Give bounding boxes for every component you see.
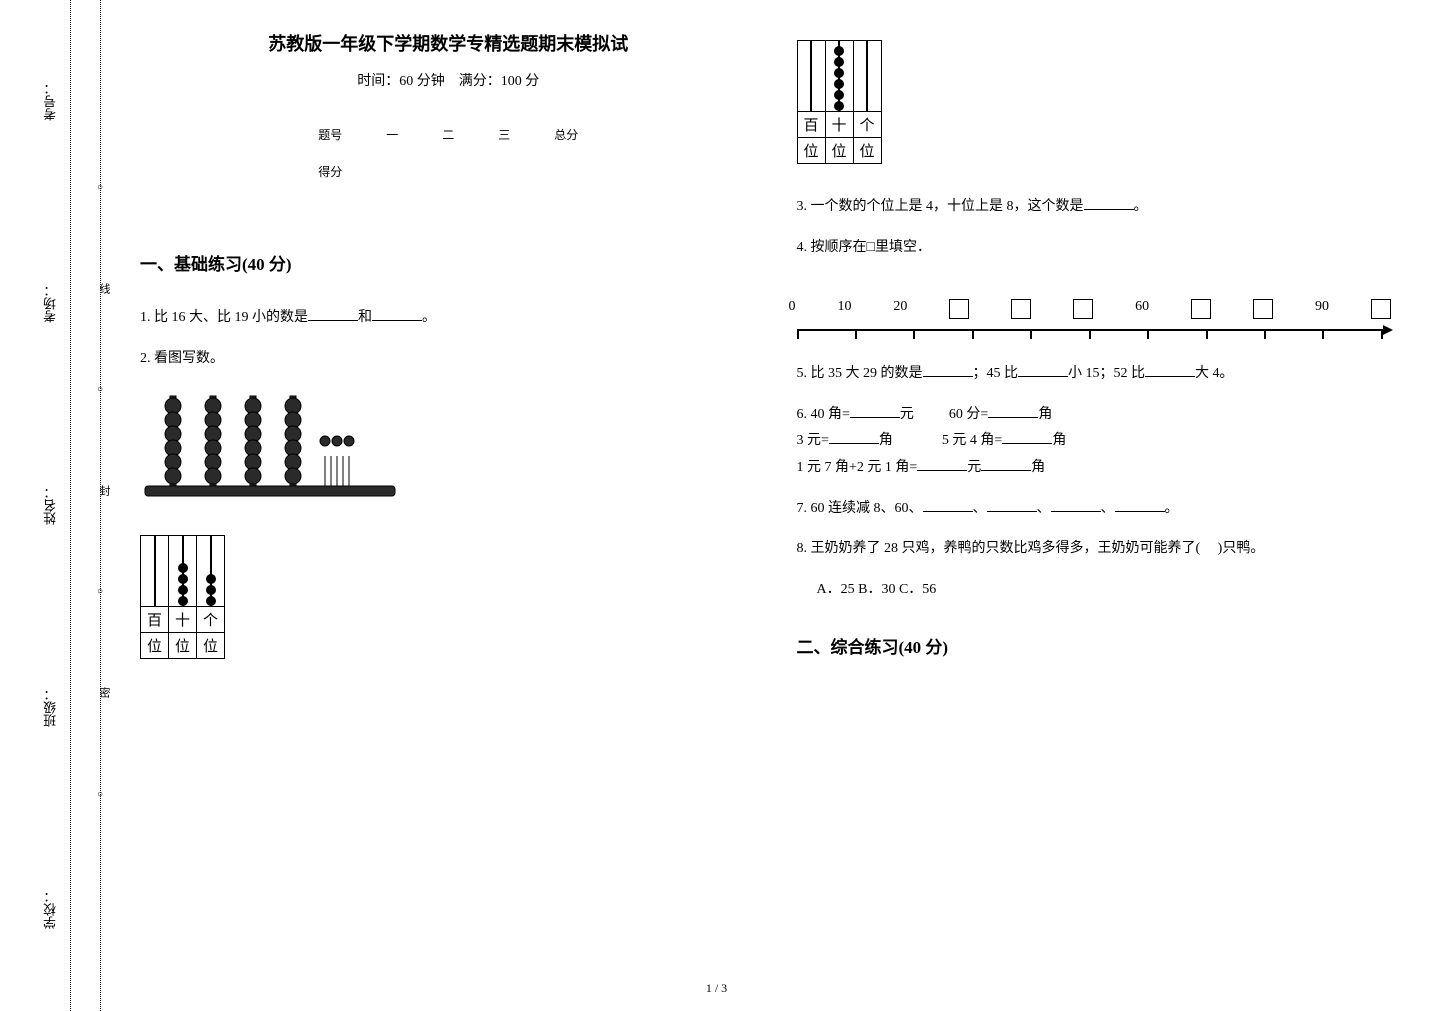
binding-dotted-edge [70, 0, 71, 1011]
binding-label-column: 学校： 班级： 姓名： 考场： 考号： [35, 0, 65, 1011]
question-3: 3. 一个数的个位上是 4，十位上是 8，这个数是。 [797, 194, 1414, 221]
binding-circle: ○ [97, 384, 103, 395]
table-row: 得分 [296, 153, 600, 190]
blank-field[interactable] [829, 430, 879, 444]
question-2: 2. 看图写数。 [140, 346, 757, 373]
pv-wei: 位 [853, 138, 881, 164]
blank-field[interactable] [987, 498, 1037, 512]
blank-field[interactable] [372, 307, 422, 321]
binding-label-room: 考场： [41, 284, 60, 323]
binding-circle: ○ [97, 182, 103, 193]
nl-blank-box[interactable] [1371, 299, 1391, 319]
question-7: 7. 60 连续减 8、60、、、、。 [797, 496, 1414, 523]
nl-val: 20 [893, 299, 907, 319]
right-column: 百 十 个 位 位 位 3. 一个数的个位上是 4，十位上是 8，这个数是。 4… [797, 30, 1414, 961]
pv-bai: 百 [141, 607, 169, 633]
binding-char-xian: 密 [96, 687, 112, 698]
exam-title: 苏教版一年级下学期数学专精选题期末模拟试 [140, 30, 757, 56]
pv-wei: 位 [141, 633, 169, 659]
blank-field[interactable] [923, 363, 973, 377]
blank-field[interactable] [917, 457, 967, 471]
exam-subtitle: 时间：60 分钟 满分：100 分 [140, 70, 757, 90]
question-5: 5. 比 35 大 29 的数是；45 比小 15；52 比大 4。 [797, 361, 1414, 388]
section2-heading: 二、综合练习(40 分) [797, 633, 1414, 658]
pv-wei: 位 [169, 633, 197, 659]
binding-label-id: 考号： [41, 82, 60, 121]
time-label: 时间：60 分钟 [357, 74, 445, 89]
place-value-chart-1: 百 十 个 位 位 位 [140, 535, 757, 659]
blank-field[interactable] [923, 498, 973, 512]
blank-field[interactable] [308, 307, 358, 321]
counter-image [140, 386, 757, 511]
question-4: 4. 按顺序在□里填空． [797, 235, 1414, 262]
pv-wei: 位 [197, 633, 225, 659]
pv-shi: 十 [825, 112, 853, 138]
binding-inner-line: ○ 线 ○ 封 ○ 密 ○ [100, 0, 101, 1011]
binding-char-feng: 封 [96, 485, 112, 496]
pv-wei: 位 [797, 138, 825, 164]
binding-label-class: 班级： [41, 688, 60, 727]
nl-blank-box[interactable] [949, 299, 969, 319]
nl-blank-box[interactable] [1191, 299, 1211, 319]
blank-field[interactable] [1002, 430, 1052, 444]
binding-char-mi: 线 [96, 283, 112, 294]
place-value-chart-2: 百 十 个 位 位 位 [797, 40, 1414, 164]
question-8: 8. 王奶奶养了 28 只鸡，养鸭的只数比鸡多得多，王奶奶可能养了( )只鸭。 [797, 536, 1414, 563]
nl-blank-box[interactable] [1073, 299, 1093, 319]
page-number: 1 / 3 [706, 981, 727, 996]
blank-field[interactable] [1051, 498, 1101, 512]
table-row: 题号 一 二 三 总分 [296, 116, 600, 153]
left-column: 苏教版一年级下学期数学专精选题期末模拟试 时间：60 分钟 满分：100 分 题… [140, 30, 757, 961]
page-content: 苏教版一年级下学期数学专精选题期末模拟试 时间：60 分钟 满分：100 分 题… [140, 30, 1413, 961]
blank-field[interactable] [850, 404, 900, 418]
nl-val: 60 [1135, 299, 1149, 319]
blank-field[interactable] [1115, 498, 1165, 512]
question-1: 1. 比 16 大、比 19 小的数是和。 [140, 305, 757, 332]
arrow-right-icon [1383, 325, 1393, 335]
score-th-1: 一 [364, 116, 420, 153]
score-th-3: 三 [476, 116, 532, 153]
nl-val: 10 [837, 299, 851, 319]
nl-val: 90 [1315, 299, 1329, 319]
score-row-label: 得分 [296, 153, 364, 190]
score-th-num: 题号 [296, 116, 364, 153]
binding-label-school: 学校： [41, 890, 60, 929]
section1-heading: 一、基础练习(40 分) [140, 250, 757, 275]
fullscore-label: 满分：100 分 [459, 74, 540, 89]
question-6: 6. 40 角=元 60 分=角 3 元=角 5 元 4 角=角 1 元 7 角… [797, 402, 1414, 482]
blank-field[interactable] [988, 404, 1038, 418]
number-line: 0 10 20 60 90 [797, 281, 1414, 341]
blank-field[interactable] [1018, 363, 1068, 377]
pv-bai: 百 [797, 112, 825, 138]
blank-field[interactable] [981, 457, 1031, 471]
pv-wei: 位 [825, 138, 853, 164]
score-table: 题号 一 二 三 总分 得分 [296, 116, 600, 190]
abacus-icon [140, 386, 400, 506]
binding-circle: ○ [97, 789, 103, 800]
score-th-2: 二 [420, 116, 476, 153]
nl-blank-box[interactable] [1011, 299, 1031, 319]
nl-val: 0 [789, 299, 796, 319]
pv-ge: 个 [853, 112, 881, 138]
pv-shi: 十 [169, 607, 197, 633]
question-8-options: A．25 B．30 C．56 [817, 577, 1414, 604]
nl-blank-box[interactable] [1253, 299, 1273, 319]
binding-circle: ○ [97, 586, 103, 597]
binding-label-name: 姓名： [41, 486, 60, 525]
score-th-total: 总分 [532, 116, 600, 153]
blank-field[interactable] [1084, 196, 1134, 210]
pv-ge: 个 [197, 607, 225, 633]
blank-field[interactable] [1145, 363, 1195, 377]
